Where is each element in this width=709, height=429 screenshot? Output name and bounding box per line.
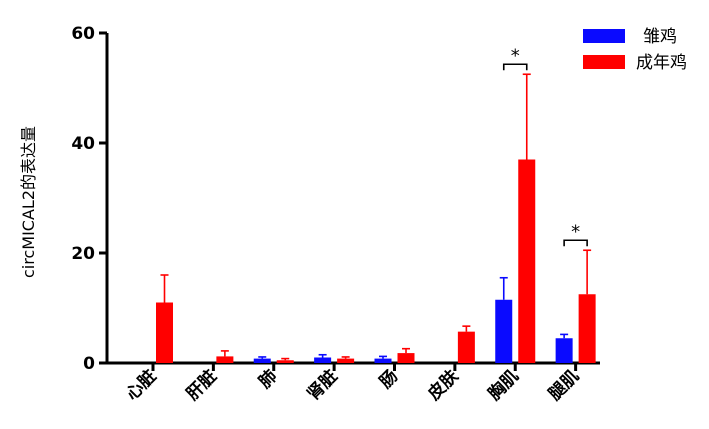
bar-adult xyxy=(457,331,475,363)
x-tick-label: 胸肌 xyxy=(484,366,523,405)
y-tick-label: 40 xyxy=(71,134,95,154)
legend-swatch-adult xyxy=(583,55,625,69)
bar-chick xyxy=(253,358,271,363)
significance-label: * xyxy=(571,221,580,242)
x-tick-label: 腿肌 xyxy=(545,366,583,404)
significance-bracket xyxy=(502,63,528,71)
bar-chick xyxy=(495,299,513,363)
x-tick-label: 皮肤 xyxy=(424,365,464,405)
x-tick-label: 肾脏 xyxy=(303,366,342,405)
bar-adult xyxy=(518,159,536,363)
y-tick-label: 20 xyxy=(71,244,95,264)
legend-swatch-chick xyxy=(583,29,625,43)
significance-bracket xyxy=(563,239,588,247)
x-tick-label: 肠 xyxy=(376,366,402,392)
x-tick-label: 肝脏 xyxy=(182,366,221,405)
bar-adult xyxy=(276,360,294,363)
bar-chick xyxy=(314,357,332,363)
bar-chick xyxy=(555,338,573,363)
legend: 雏鸡 成年鸡 xyxy=(583,27,687,73)
x-tick-label: 肺 xyxy=(255,366,281,392)
bar-chick xyxy=(374,358,392,363)
legend-label-adult: 成年鸡 xyxy=(636,53,687,73)
legend-label-chick: 雏鸡 xyxy=(643,27,677,47)
y-tick-label: 0 xyxy=(83,354,95,374)
bar-adult xyxy=(578,294,596,363)
bar-adult xyxy=(156,302,173,363)
x-tick-label: 心脏 xyxy=(122,366,161,405)
y-tick-label: 60 xyxy=(71,24,95,44)
bar-adult xyxy=(216,356,234,363)
significance-label: * xyxy=(511,45,520,66)
bar-adult xyxy=(337,358,355,363)
y-axis-label: circMICAL2的表达量 xyxy=(19,126,38,278)
bar-adult xyxy=(397,353,415,363)
